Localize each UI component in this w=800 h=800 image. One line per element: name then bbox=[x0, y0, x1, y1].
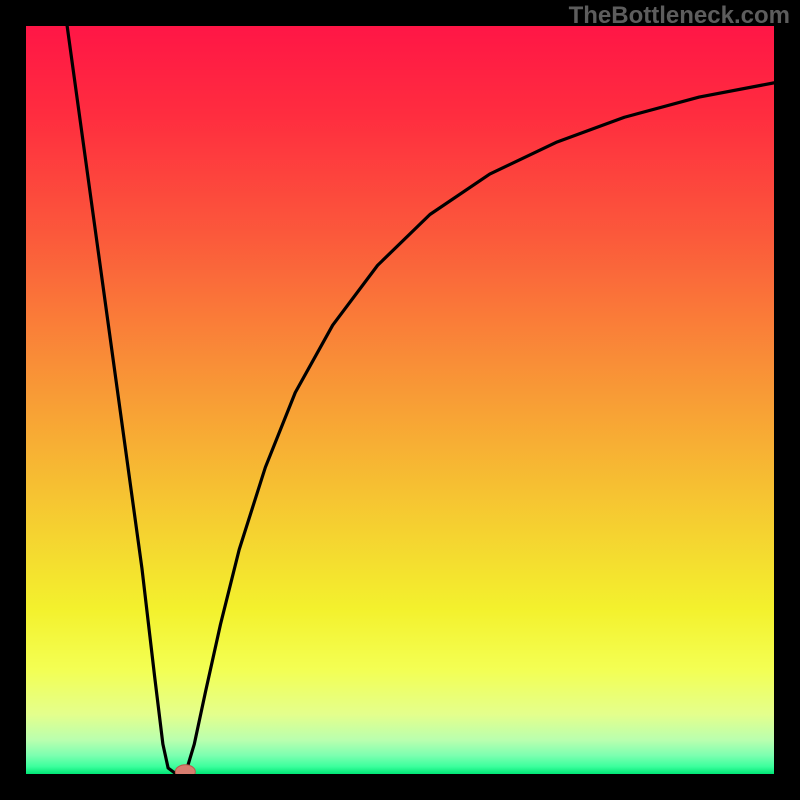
plot-svg bbox=[26, 26, 774, 774]
plot-area bbox=[26, 26, 774, 774]
gradient-background bbox=[26, 26, 774, 774]
watermark-text: TheBottleneck.com bbox=[569, 2, 790, 30]
chart-frame: TheBottleneck.com bbox=[0, 0, 800, 800]
